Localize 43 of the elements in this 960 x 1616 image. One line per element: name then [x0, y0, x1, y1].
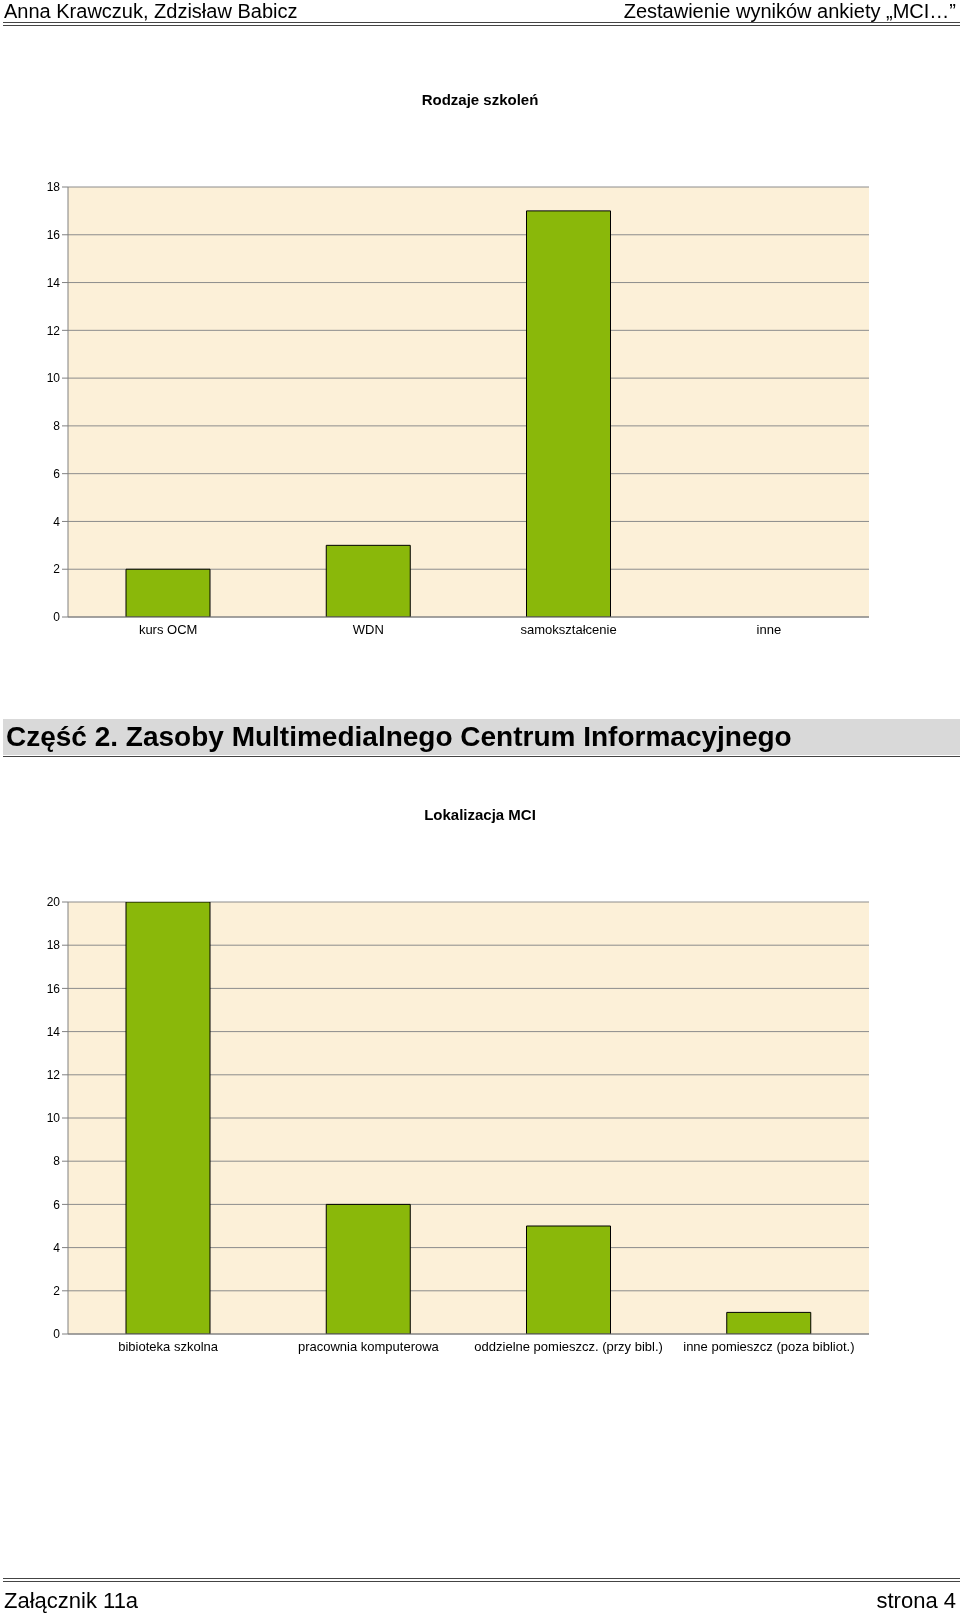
x-tick-label: inne [756, 622, 782, 638]
bar [526, 210, 611, 617]
y-tick-label: 16 [46, 228, 61, 243]
chart-title: Rodzaje szkoleń [420, 91, 540, 109]
bar [325, 1203, 411, 1334]
y-tick-label: 10 [46, 371, 61, 386]
y-tick-label: 4 [53, 1240, 61, 1255]
y-tick-label: 6 [53, 1197, 61, 1212]
y-tick-label: 18 [46, 180, 61, 195]
x-tick-label: kurs OCM [138, 622, 198, 638]
y-tick-label: 20 [46, 895, 61, 910]
text: Zestawienie wyników ankiety „MCI…” [623, 0, 956, 23]
x-tick-label: WDN [352, 622, 384, 638]
y-tick-label: 6 [53, 466, 61, 481]
text: Część 2. Zasoby Multimedialnego Centrum Informacyjnego [3, 719, 960, 755]
y-tick-label: 8 [53, 419, 61, 434]
bar [125, 902, 211, 1334]
text: strona 4 [876, 1588, 956, 1614]
y-tick-label: 12 [46, 1068, 61, 1083]
y-tick-label: 18 [46, 938, 61, 953]
text: Anna Krawczuk, Zdzisław Babicz [4, 0, 298, 23]
y-tick-label: 14 [46, 1024, 61, 1039]
text: Załącznik 11a [4, 1588, 139, 1614]
y-tick-label: 10 [46, 1111, 61, 1126]
y-tick-label: 12 [46, 323, 61, 338]
bar [325, 544, 411, 617]
y-tick-label: 4 [53, 514, 61, 529]
y-tick-label: 16 [46, 981, 61, 996]
x-tick-label: oddzielne pomieszcz. (przy bibl.) [474, 1339, 663, 1355]
y-tick-label: 2 [53, 1284, 61, 1299]
y-tick-label: 14 [46, 275, 61, 290]
y-tick-label: 8 [53, 1154, 61, 1169]
bar [526, 1225, 611, 1334]
y-tick-label: 0 [53, 610, 61, 625]
x-tick-label: pracownia komputerowa [297, 1339, 440, 1355]
x-tick-label: bibioteka szkolna [118, 1339, 219, 1355]
x-tick-label: samokształcenie [520, 622, 617, 638]
y-tick-label: 0 [53, 1327, 61, 1342]
chart-title: Lokalizacja MCI [423, 806, 537, 824]
bar [726, 1311, 812, 1334]
y-tick-label: 2 [53, 562, 61, 577]
x-tick-label: inne pomieszcz (poza bibliot.) [683, 1339, 855, 1355]
bar [125, 568, 211, 617]
